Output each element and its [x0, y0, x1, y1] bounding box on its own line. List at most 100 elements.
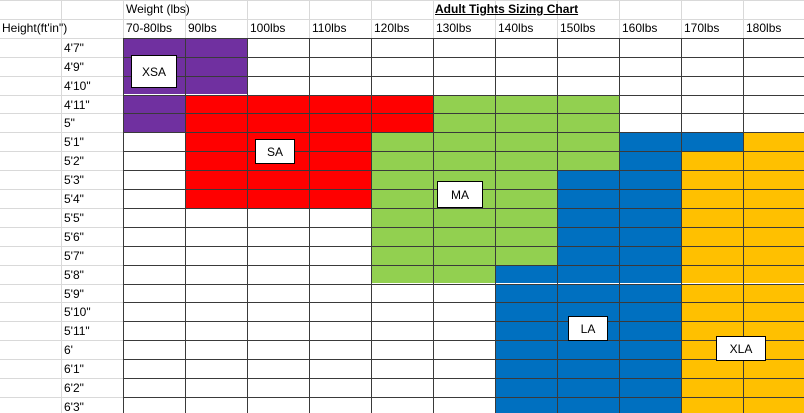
size-cell-xla[interactable]: [743, 170, 804, 189]
size-cell-ma[interactable]: [495, 151, 557, 171]
size-cell-xla[interactable]: [681, 170, 743, 189]
size-cell-la[interactable]: [619, 340, 681, 360]
size-cell-xsa[interactable]: [185, 56, 247, 76]
size-cell-sa[interactable]: [247, 170, 309, 189]
size-cell-xla[interactable]: [681, 302, 743, 322]
size-cell-la[interactable]: [619, 283, 681, 303]
size-cell-la[interactable]: [619, 245, 681, 265]
size-cell-la[interactable]: [557, 359, 619, 378]
size-cell-ma[interactable]: [371, 226, 433, 246]
size-cell-ma[interactable]: [495, 245, 557, 265]
size-cell-xla[interactable]: [743, 189, 804, 208]
size-cell-la[interactable]: [557, 378, 619, 397]
size-cell-ma[interactable]: [433, 94, 495, 114]
size-cell-la[interactable]: [619, 132, 681, 152]
size-cell-la[interactable]: [495, 396, 557, 413]
size-cell-ma[interactable]: [371, 264, 433, 284]
size-cell-ma[interactable]: [433, 264, 495, 284]
size-cell-la[interactable]: [495, 359, 557, 378]
size-cell-la[interactable]: [619, 226, 681, 246]
size-cell-ma[interactable]: [557, 113, 619, 133]
size-cell-sa[interactable]: [185, 151, 247, 171]
size-cell-la[interactable]: [619, 302, 681, 322]
size-cell-ma[interactable]: [433, 132, 495, 152]
size-cell-xla[interactable]: [681, 264, 743, 284]
size-cell-xla[interactable]: [681, 226, 743, 246]
size-cell-sa[interactable]: [185, 170, 247, 189]
size-cell-sa[interactable]: [247, 94, 309, 114]
size-cell-sa[interactable]: [309, 170, 371, 189]
size-cell-la[interactable]: [557, 245, 619, 265]
size-cell-la[interactable]: [495, 321, 557, 341]
size-cell-xla[interactable]: [743, 302, 804, 322]
size-cell-la[interactable]: [495, 378, 557, 397]
size-cell-ma[interactable]: [495, 189, 557, 208]
size-cell-ma[interactable]: [557, 94, 619, 114]
size-cell-xla[interactable]: [743, 245, 804, 265]
size-cell-la[interactable]: [557, 207, 619, 227]
size-cell-ma[interactable]: [557, 151, 619, 171]
size-cell-xsa[interactable]: [185, 37, 247, 57]
size-cell-xla[interactable]: [743, 132, 804, 152]
size-cell-ma[interactable]: [371, 170, 433, 189]
size-cell-sa[interactable]: [185, 132, 247, 152]
size-cell-la[interactable]: [619, 189, 681, 208]
size-cell-xsa[interactable]: [123, 37, 185, 57]
size-cell-xla[interactable]: [743, 378, 804, 397]
size-cell-ma[interactable]: [371, 189, 433, 208]
size-cell-sa[interactable]: [371, 113, 433, 133]
size-cell-xla[interactable]: [681, 283, 743, 303]
size-cell-ma[interactable]: [371, 151, 433, 171]
size-cell-la[interactable]: [681, 132, 743, 152]
size-cell-sa[interactable]: [185, 113, 247, 133]
size-cell-la[interactable]: [619, 170, 681, 189]
size-cell-xsa[interactable]: [123, 94, 185, 114]
size-cell-xla[interactable]: [681, 151, 743, 171]
size-cell-sa[interactable]: [185, 189, 247, 208]
size-cell-xla[interactable]: [681, 207, 743, 227]
size-cell-xla[interactable]: [681, 245, 743, 265]
size-cell-xla[interactable]: [681, 359, 743, 378]
size-cell-la[interactable]: [557, 340, 619, 360]
size-cell-ma[interactable]: [495, 207, 557, 227]
size-cell-la[interactable]: [619, 359, 681, 378]
size-cell-sa[interactable]: [309, 113, 371, 133]
size-cell-sa[interactable]: [371, 94, 433, 114]
size-cell-la[interactable]: [495, 264, 557, 284]
size-cell-xla[interactable]: [681, 396, 743, 413]
size-cell-xsa[interactable]: [185, 75, 247, 95]
size-cell-ma[interactable]: [371, 245, 433, 265]
size-cell-la[interactable]: [619, 151, 681, 171]
size-cell-ma[interactable]: [371, 207, 433, 227]
size-cell-la[interactable]: [619, 207, 681, 227]
size-cell-xsa[interactable]: [123, 113, 185, 133]
size-cell-ma[interactable]: [433, 207, 495, 227]
size-cell-xla[interactable]: [743, 396, 804, 413]
size-cell-xla[interactable]: [743, 226, 804, 246]
size-cell-ma[interactable]: [495, 113, 557, 133]
size-cell-la[interactable]: [619, 378, 681, 397]
size-cell-ma[interactable]: [433, 113, 495, 133]
size-cell-ma[interactable]: [433, 226, 495, 246]
size-cell-xla[interactable]: [743, 283, 804, 303]
size-cell-ma[interactable]: [495, 226, 557, 246]
size-cell-sa[interactable]: [185, 94, 247, 114]
size-cell-xla[interactable]: [743, 321, 804, 341]
size-cell-la[interactable]: [557, 170, 619, 189]
size-cell-sa[interactable]: [247, 189, 309, 208]
size-cell-la[interactable]: [557, 189, 619, 208]
size-cell-la[interactable]: [557, 283, 619, 303]
size-cell-la[interactable]: [495, 283, 557, 303]
size-cell-sa[interactable]: [309, 132, 371, 152]
size-cell-ma[interactable]: [433, 151, 495, 171]
size-cell-xla[interactable]: [681, 378, 743, 397]
size-cell-la[interactable]: [557, 396, 619, 413]
size-cell-ma[interactable]: [495, 94, 557, 114]
size-cell-la[interactable]: [619, 396, 681, 413]
size-cell-sa[interactable]: [309, 94, 371, 114]
size-cell-la[interactable]: [619, 321, 681, 341]
size-cell-xla[interactable]: [743, 264, 804, 284]
size-cell-xla[interactable]: [743, 207, 804, 227]
size-cell-xla[interactable]: [743, 151, 804, 171]
size-cell-ma[interactable]: [371, 132, 433, 152]
